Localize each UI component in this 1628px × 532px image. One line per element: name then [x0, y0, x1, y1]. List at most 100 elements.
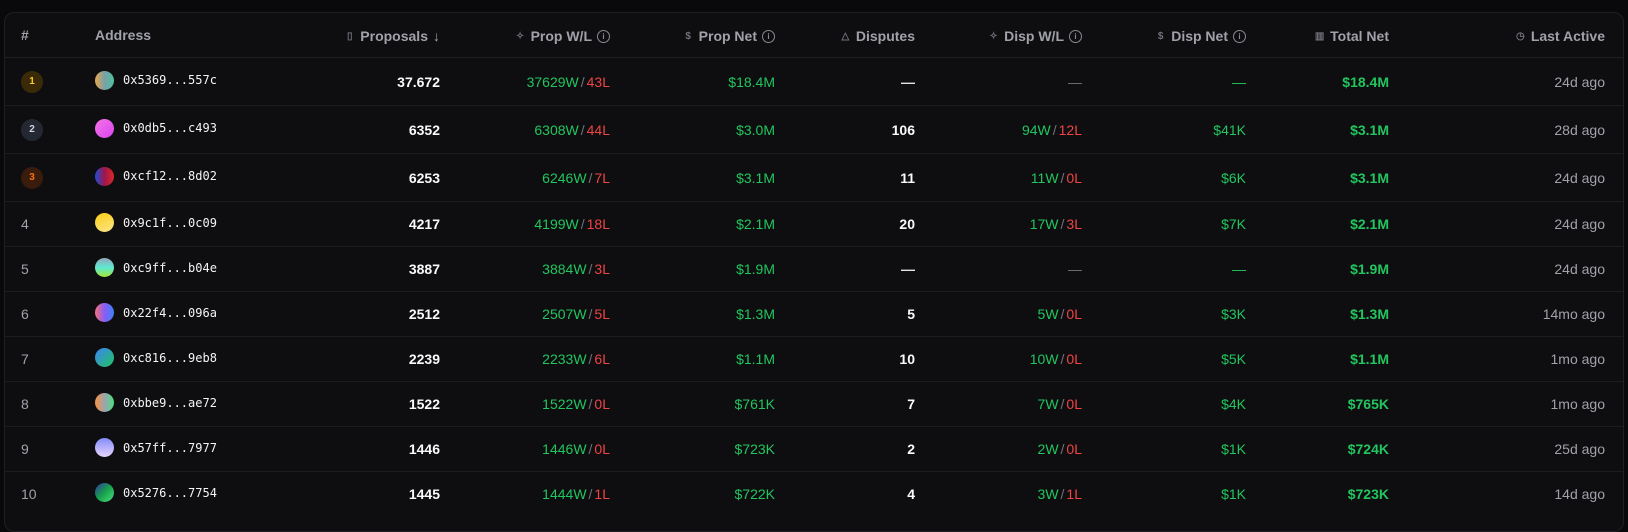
disp-wins: 3W [1037, 486, 1059, 502]
prop-wl-cell: 37629W/43L [440, 57, 610, 106]
clock-icon: ◷ [1515, 30, 1525, 42]
rank-cell: 5 [5, 246, 95, 292]
rank-cell: 9 [5, 426, 95, 472]
prop-wins: 3884W [542, 261, 587, 277]
rank-badge: 1 [21, 70, 43, 93]
prop-losses: 3L [594, 261, 610, 277]
prop-wl-cell: 1446W/0L [440, 426, 610, 472]
header-proposals[interactable]: ▯ Proposals ↓ [325, 13, 440, 58]
disputes-cell: — [775, 57, 915, 106]
disp-net-cell: $5K [1082, 336, 1246, 382]
total-net-cell: $723K [1347, 486, 1389, 502]
table-row[interactable]: 4 0x9c1f...0c09 4217 4199W/18L $2.1M 20 17W/3L… [5, 201, 1623, 247]
prop-wins: 1444W [542, 486, 587, 502]
address-text[interactable]: 0xcf12...8d02 [123, 169, 217, 183]
header-prop-net[interactable]: $ Prop Net i [610, 13, 775, 58]
last-active-cell: 1mo ago [1389, 381, 1623, 427]
disp-losses: 0L [1066, 306, 1082, 322]
disputes-cell: 4 [907, 486, 915, 502]
proposals-cell: 1446 [325, 426, 440, 472]
total-net-cell: $724K [1246, 426, 1389, 472]
prop-net-cell: $1.3M [610, 291, 775, 337]
table-row[interactable]: 1 0x5369...557c 37.672 37629W/43L $18.4M — — — $… [5, 57, 1623, 106]
info-icon[interactable]: i [1233, 29, 1246, 43]
prop-losses: 43L [586, 73, 610, 90]
proposals-cell: 4217 [325, 201, 440, 247]
last-active-cell: 25d ago [1389, 426, 1623, 472]
total-net-cell: $1.9M [1246, 246, 1389, 292]
prop-wins: 6246W [542, 169, 587, 186]
address-cell[interactable]: 0x9c1f...0c09 [95, 201, 325, 247]
prop-losses: 0L [594, 396, 610, 412]
address-cell[interactable]: 0x5276...7754 [95, 472, 325, 517]
rank-cell: 3 [5, 153, 95, 202]
avatar [95, 213, 114, 232]
sparkle-icon: ✧ [989, 30, 998, 42]
address-text[interactable]: 0xc9ff...b04e [123, 260, 217, 275]
disp-wl-cell: 17W/3L [915, 201, 1082, 247]
disp-wl-empty: — [1068, 261, 1082, 277]
sort-arrow-icon: ↓ [433, 28, 440, 45]
address-cell[interactable]: 0x5369...557c [95, 57, 325, 106]
proposals-cell: 2512 [325, 291, 440, 337]
bar-chart-icon: ▥ [1314, 30, 1325, 42]
header-last-active[interactable]: ◷ Last Active [1389, 13, 1623, 58]
info-icon[interactable]: i [762, 29, 775, 43]
table-row[interactable]: 5 0xc9ff...b04e 3887 3884W/3L $1.9M — — — $1.9M 2… [5, 246, 1623, 292]
rank-cell: 7 [5, 336, 95, 382]
avatar [95, 118, 114, 138]
disp-net-cell: $1K [1082, 426, 1246, 472]
address-text[interactable]: 0xc816...9eb8 [123, 350, 217, 365]
prop-wins: 4199W [534, 216, 579, 232]
disp-wins: 94W [1021, 121, 1051, 138]
header-total-net[interactable]: ▥ Total Net [1246, 13, 1389, 58]
address-cell[interactable]: 0xbbe9...ae72 [95, 381, 325, 427]
address-text[interactable]: 0x22f4...096a [123, 305, 217, 320]
address-cell[interactable]: 0x0db5...c493 [95, 105, 325, 154]
avatar [95, 438, 114, 457]
info-icon[interactable]: i [1069, 29, 1082, 43]
address-cell[interactable]: 0xc9ff...b04e [95, 246, 325, 292]
header-disputes[interactable]: △ Disputes [775, 13, 915, 58]
address-cell[interactable]: 0x57ff...7977 [95, 426, 325, 472]
table-row[interactable]: 3 0xcf12...8d02 6253 6246W/7L $3.1M 11 11W/0L $… [5, 153, 1623, 202]
table-row[interactable]: 6 0x22f4...096a 2512 2507W/5L $1.3M 5 5W/0L $3K… [5, 291, 1623, 337]
disp-wins: 17W [1029, 216, 1059, 232]
disp-wl-empty: — [1068, 73, 1082, 90]
last-active-cell: 24d ago [1389, 246, 1623, 292]
prop-wl-cell: 3884W/3L [440, 246, 610, 292]
table-row[interactable]: 8 0xbbe9...ae72 1522 1522W/0L $761K 7 7W/0L $4K… [5, 381, 1623, 427]
address-cell[interactable]: 0xc816...9eb8 [95, 336, 325, 382]
disputes-cell: 5 [775, 291, 915, 337]
prop-wl-cell: 6308W/44L [440, 105, 610, 154]
header-disp-wl[interactable]: ✧ Disp W/L i [915, 13, 1082, 58]
address-text[interactable]: 0x57ff...7977 [123, 440, 217, 455]
rank-cell: 6 [5, 291, 95, 337]
avatar [95, 166, 114, 186]
address-text[interactable]: 0xbbe9...ae72 [123, 395, 217, 410]
info-icon[interactable]: i [597, 29, 610, 43]
disp-wins: 7W [1037, 396, 1059, 412]
table-row[interactable]: 10 0x5276...7754 1445 1444W/1L $722K 4 3W/1L $1… [5, 472, 1623, 517]
table-row[interactable]: 7 0xc816...9eb8 2239 2233W/6L $1.1M 10 10W/0L $… [5, 336, 1623, 382]
address-cell[interactable]: 0xcf12...8d02 [95, 153, 325, 202]
address-text[interactable]: 0x9c1f...0c09 [123, 215, 217, 230]
prop-losses: 6L [594, 351, 610, 367]
prop-wl-cell: 2233W/6L [440, 336, 610, 382]
header-rank[interactable]: # [5, 13, 95, 58]
table-row[interactable]: 9 0x57ff...7977 1446 1446W/0L $723K 2 2W/0L $1K… [5, 426, 1623, 472]
address-text[interactable]: 0x0db5...c493 [123, 121, 217, 135]
address-text[interactable]: 0x5276...7754 [123, 485, 217, 500]
address-text[interactable]: 0x5369...557c [123, 73, 217, 87]
table-header-row: # Address ▯ Proposals ↓ ✧ Prop W/L i $ Prop N… [5, 13, 1623, 58]
dollar-icon: $ [1157, 30, 1164, 42]
prop-net-cell: $722K [734, 486, 775, 502]
header-address[interactable]: Address [95, 13, 325, 58]
table-row[interactable]: 2 0x0db5...c493 6352 6308W/44L $3.0M 106 94W/1… [5, 105, 1623, 154]
avatar [95, 348, 114, 367]
address-cell[interactable]: 0x22f4...096a [95, 291, 325, 337]
header-prop-wl[interactable]: ✧ Prop W/L i [440, 13, 610, 58]
prop-losses: 1L [594, 486, 610, 502]
last-active-cell: 24d ago [1389, 153, 1623, 202]
header-disp-net[interactable]: $ Disp Net i [1082, 13, 1246, 58]
